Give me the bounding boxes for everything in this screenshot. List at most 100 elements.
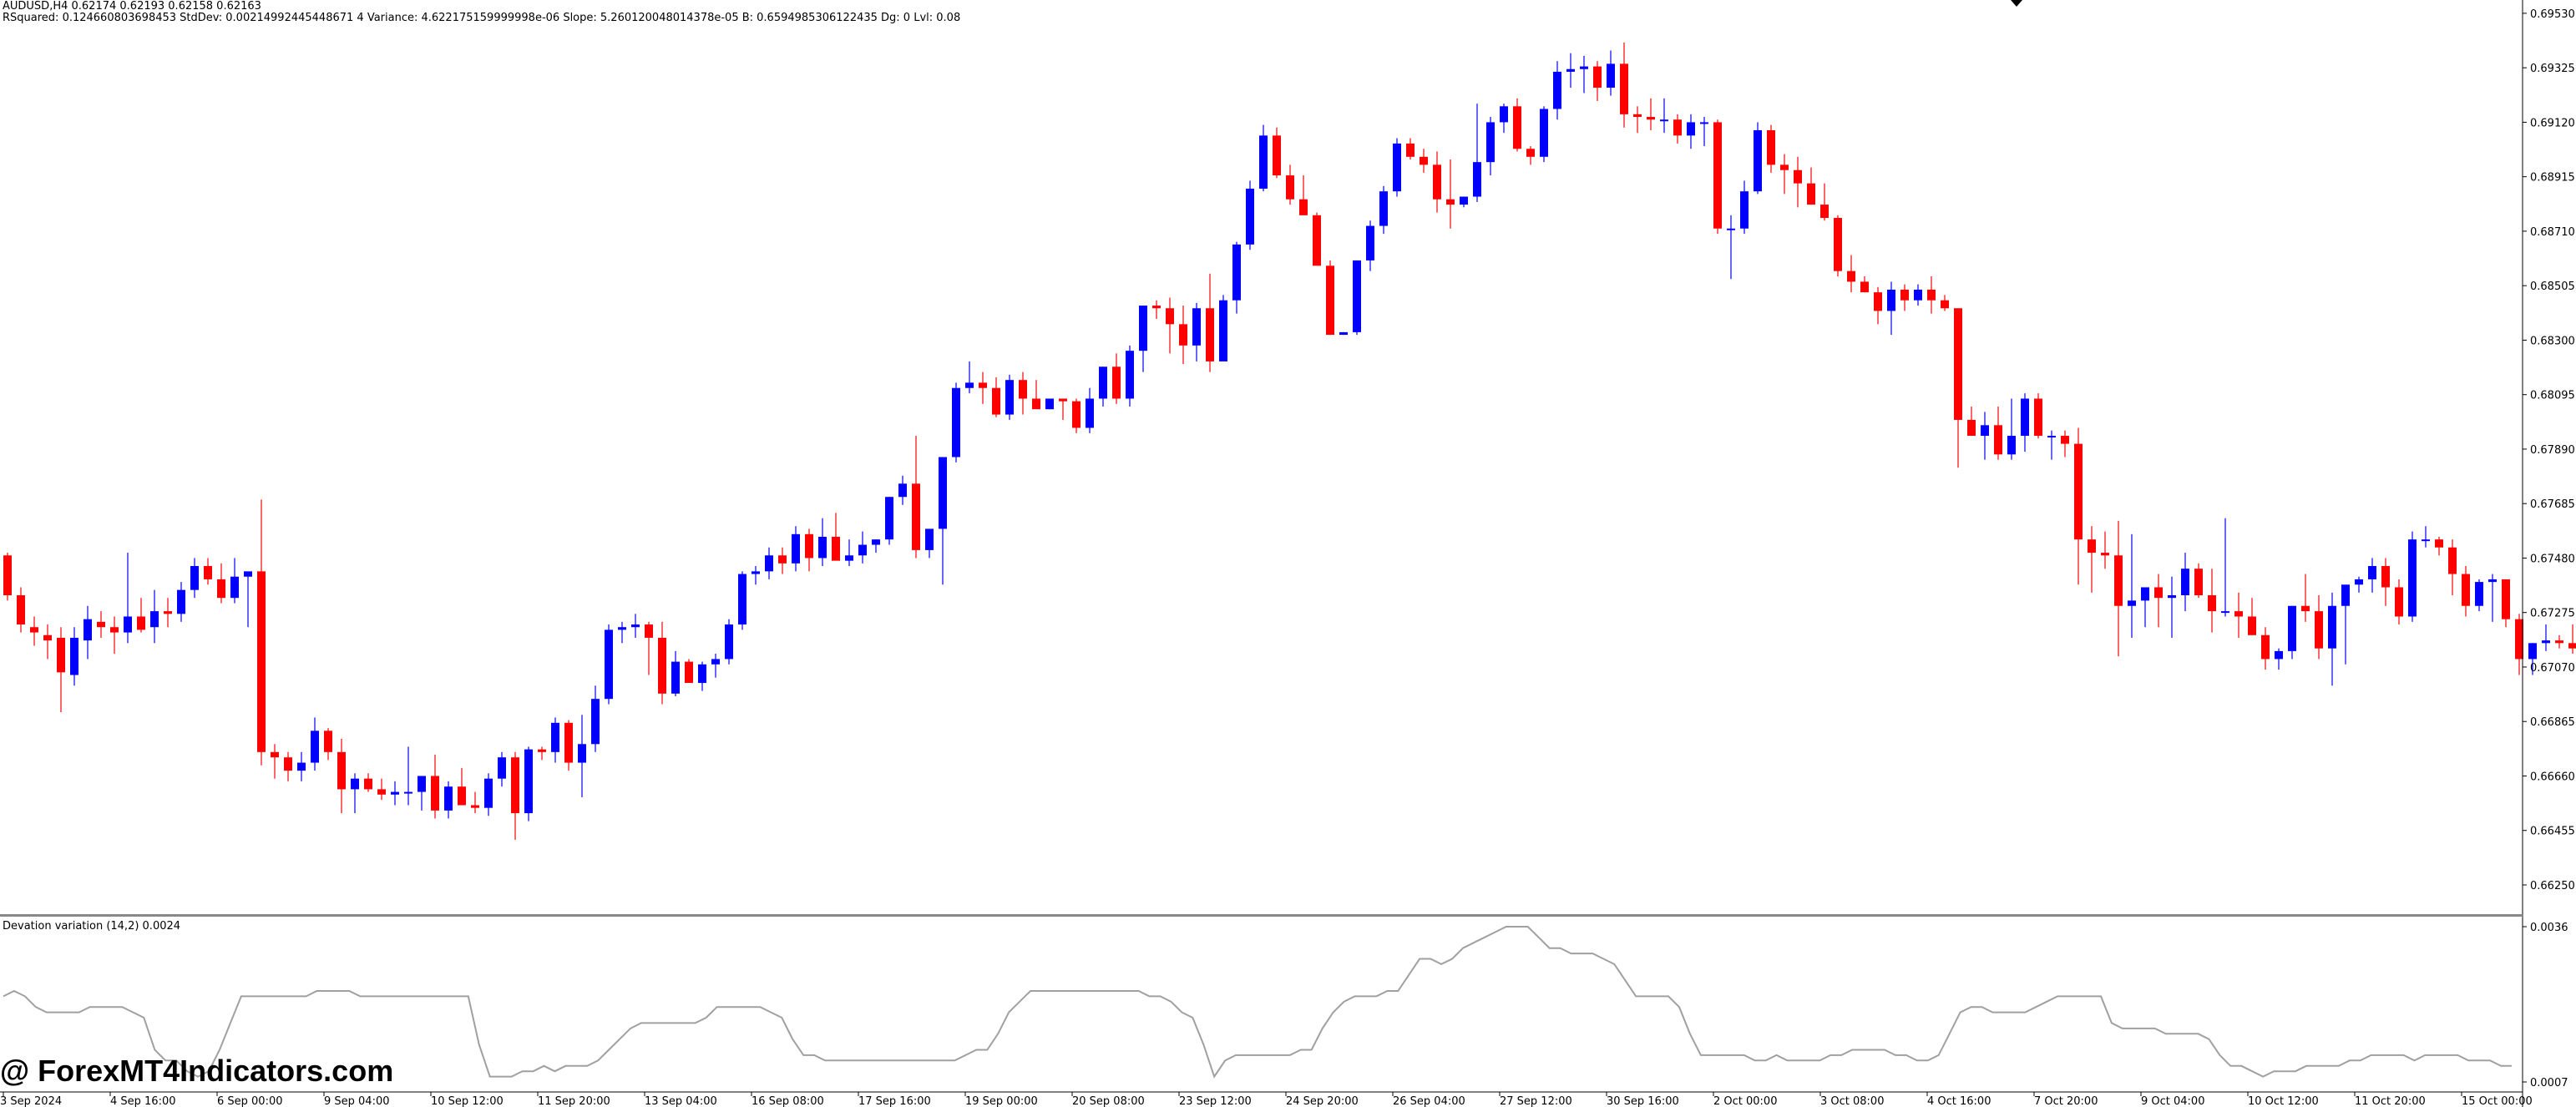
candle[interactable]: [2168, 576, 2176, 638]
candle[interactable]: [1326, 260, 1334, 336]
candle[interactable]: [2047, 430, 2056, 460]
candle[interactable]: [1580, 55, 1588, 94]
candle[interactable]: [765, 547, 773, 579]
candle[interactable]: [2261, 627, 2270, 670]
candle[interactable]: [1994, 407, 2002, 460]
candle[interactable]: [271, 744, 279, 779]
candle[interactable]: [364, 773, 372, 792]
candle[interactable]: [1834, 215, 1842, 277]
candle[interactable]: [2248, 598, 2256, 635]
candle[interactable]: [1660, 98, 1668, 134]
candle[interactable]: [30, 616, 38, 646]
candle[interactable]: [1486, 117, 1495, 176]
candle[interactable]: [1433, 151, 1441, 213]
candle[interactable]: [311, 717, 319, 771]
candle[interactable]: [1366, 220, 1374, 271]
candle[interactable]: [872, 539, 880, 554]
candle[interactable]: [2141, 587, 2149, 628]
candle[interactable]: [2408, 531, 2417, 622]
candle[interactable]: [2301, 574, 2310, 622]
candle[interactable]: [1847, 255, 1855, 293]
candle[interactable]: [2074, 427, 2083, 585]
candle[interactable]: [2515, 614, 2523, 675]
candle[interactable]: [1032, 380, 1040, 410]
candle[interactable]: [645, 621, 653, 675]
candle[interactable]: [1299, 175, 1308, 215]
candle[interactable]: [1019, 372, 1027, 415]
candle[interactable]: [2088, 526, 2096, 593]
candle[interactable]: [2275, 648, 2283, 670]
candle[interactable]: [1807, 167, 1815, 205]
candle[interactable]: [1754, 122, 1762, 195]
candle[interactable]: [97, 611, 105, 638]
candle[interactable]: [1780, 154, 1789, 195]
candle[interactable]: [1166, 297, 1174, 354]
candle[interactable]: [1112, 353, 1121, 404]
candle[interactable]: [177, 582, 185, 622]
candle[interactable]: [1647, 98, 1655, 130]
candle[interactable]: [1099, 366, 1107, 407]
candle[interactable]: [204, 558, 212, 585]
candle[interactable]: [1059, 398, 1067, 420]
candle[interactable]: [1286, 164, 1294, 205]
candle[interactable]: [1206, 273, 1214, 372]
candle[interactable]: [137, 598, 145, 633]
candle[interactable]: [404, 746, 412, 806]
candle[interactable]: [2368, 558, 2376, 593]
candle[interactable]: [43, 624, 52, 660]
candle[interactable]: [1767, 124, 1775, 173]
candle[interactable]: [551, 717, 559, 763]
candle[interactable]: [1152, 300, 1161, 319]
candle[interactable]: [1620, 42, 1628, 128]
candle[interactable]: [1673, 114, 1682, 144]
candle[interactable]: [631, 614, 640, 638]
candle[interactable]: [2181, 553, 2189, 612]
candle[interactable]: [524, 746, 533, 821]
candle[interactable]: [898, 475, 907, 505]
candle[interactable]: [1126, 345, 1134, 407]
candle[interactable]: [444, 781, 453, 819]
candle[interactable]: [1045, 398, 1054, 410]
candle[interactable]: [965, 361, 974, 394]
candle[interactable]: [658, 621, 666, 705]
candle[interactable]: [3, 553, 12, 601]
candle[interactable]: [2488, 574, 2497, 622]
candle[interactable]: [1566, 53, 1575, 88]
candle[interactable]: [1273, 127, 1281, 179]
candle[interactable]: [1513, 98, 1521, 152]
candle[interactable]: [671, 650, 680, 696]
candle[interactable]: [2542, 624, 2550, 651]
candle[interactable]: [1339, 331, 1348, 336]
candle[interactable]: [1446, 159, 1455, 229]
candle[interactable]: [1246, 180, 1254, 250]
candle[interactable]: [2355, 576, 2363, 593]
candle[interactable]: [845, 539, 853, 567]
candle[interactable]: [605, 624, 613, 705]
pane-separator[interactable]: [0, 914, 2523, 917]
candle[interactable]: [1473, 104, 1481, 202]
indicator-plot[interactable]: [3, 926, 2512, 1079]
candle[interactable]: [2381, 558, 2390, 606]
candle[interactable]: [1406, 138, 1415, 159]
candle[interactable]: [711, 654, 720, 678]
candle[interactable]: [1553, 61, 1561, 120]
candle[interactable]: [685, 659, 693, 684]
candle[interactable]: [2194, 563, 2203, 599]
candle[interactable]: [284, 751, 292, 781]
candle[interactable]: [1500, 104, 1508, 134]
candle[interactable]: [2568, 624, 2576, 655]
candle[interactable]: [2462, 566, 2470, 617]
candle[interactable]: [230, 558, 239, 604]
candle[interactable]: [124, 553, 132, 644]
candle[interactable]: [1727, 215, 1735, 280]
candle[interactable]: [418, 776, 426, 811]
candle[interactable]: [2208, 569, 2216, 633]
candle[interactable]: [471, 791, 479, 814]
candle[interactable]: [2328, 592, 2336, 686]
indicator-axis[interactable]: 0.0036 0.0007: [2523, 922, 2568, 1089]
candle[interactable]: [1900, 284, 1909, 311]
candle[interactable]: [2021, 393, 2029, 452]
candle[interactable]: [2528, 643, 2537, 675]
candle[interactable]: [84, 605, 92, 660]
